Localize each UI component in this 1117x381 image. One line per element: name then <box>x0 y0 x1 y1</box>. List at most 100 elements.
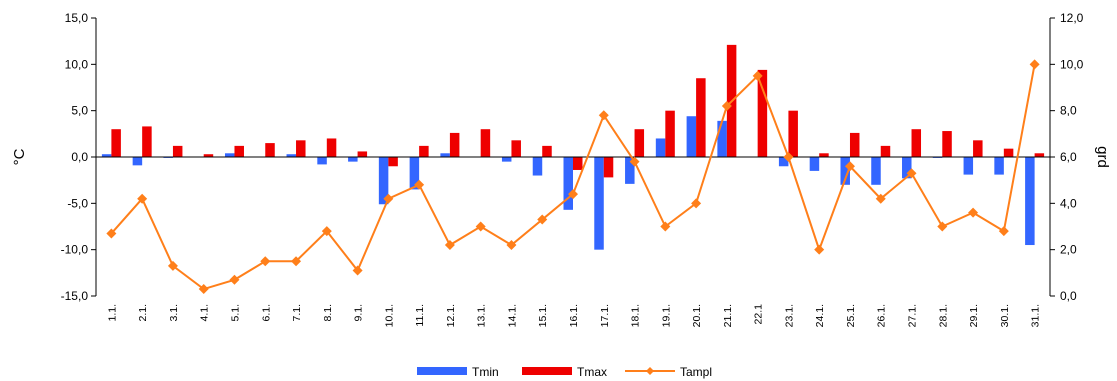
x-tick-label: 13.1. <box>476 304 488 327</box>
bar-tmax <box>172 145 183 157</box>
left-tick-label: -10,0 <box>61 243 89 257</box>
marker-tampl <box>691 198 702 209</box>
bar-tmax <box>542 145 552 157</box>
x-tick-label: 2.1. <box>137 304 149 322</box>
bar-tmin <box>348 157 358 162</box>
x-tick-label: 18.1. <box>630 304 642 327</box>
marker-tampl <box>291 256 302 267</box>
legend-label-tmin: Tmin <box>472 365 499 379</box>
x-tick-label: 29.1. <box>968 304 980 327</box>
marker-tampl <box>998 226 1009 237</box>
bar-tmax <box>603 157 614 178</box>
bar-tmax <box>111 129 121 157</box>
bar-tmin <box>840 157 850 185</box>
bar-tmin <box>224 153 235 157</box>
bar-tmin <box>686 116 697 157</box>
x-tick-label: 9.1. <box>353 304 365 322</box>
bar-tmin <box>409 157 420 190</box>
legend-swatch-tmax <box>522 367 572 375</box>
right-tick-label: 8,0 <box>1060 104 1077 118</box>
bar-tmax <box>1034 153 1045 157</box>
legend-label-tampl: Tampl <box>680 365 712 379</box>
bar-tmin <box>286 154 297 157</box>
right-tick-label: 10,0 <box>1060 57 1084 71</box>
x-tick-label: 22.1 <box>753 304 765 325</box>
x-tick-label: 7.1. <box>291 304 303 322</box>
x-tick-label: 25.1. <box>845 304 857 327</box>
bar-tmin <box>655 138 666 157</box>
left-axis-ticks: 15,0 10,0 5,0 0,0 -5,0 -10,0 -15,0 <box>61 11 96 303</box>
bar-tmax <box>296 140 306 157</box>
bar-tmax <box>480 129 491 157</box>
bar-tmax <box>849 132 860 157</box>
bar-tmax <box>634 129 645 157</box>
marker-tampl <box>537 214 548 225</box>
bar-tmax <box>511 140 521 157</box>
bar-tmin <box>625 157 635 184</box>
left-tick-label: 5,0 <box>71 104 88 118</box>
marker-tampl <box>783 152 794 162</box>
marker-tampl <box>721 101 732 112</box>
bar-tmin <box>994 157 1004 175</box>
marker-tampl <box>937 221 948 232</box>
bar-tmin <box>317 157 327 165</box>
bar-tmin <box>501 157 512 162</box>
left-tick-label: 10,0 <box>65 57 89 71</box>
right-tick-label: 12,0 <box>1060 11 1084 25</box>
marker-tampl <box>875 193 886 204</box>
legend-label-tmax: Tmax <box>577 365 607 379</box>
bar-tmax <box>788 110 798 157</box>
right-axis-title: grd <box>1094 146 1111 168</box>
marker-tampl <box>137 193 148 204</box>
marker-tampl <box>844 161 855 172</box>
legend-marker-tampl <box>646 367 654 375</box>
bar-tmax <box>665 110 675 157</box>
x-tick-label: 12.1. <box>445 304 457 327</box>
bar-tmax <box>757 69 768 157</box>
marker-tampl <box>1029 59 1040 70</box>
left-tick-label: 15,0 <box>65 11 89 25</box>
marker-tampl <box>414 179 425 190</box>
bar-tmax <box>265 143 275 157</box>
bar-tmin <box>440 153 450 157</box>
left-axis-title: °C <box>11 148 28 165</box>
bar-tmax <box>819 153 829 157</box>
marker-tampl <box>752 70 763 81</box>
bar-tmax <box>911 129 922 157</box>
bars-layer <box>101 44 1045 250</box>
legend-swatch-tmin <box>417 367 467 375</box>
left-tick-label: -15,0 <box>61 289 89 303</box>
x-axis-ticks: 1.1. 2.1. 3.1. 4.1. 5.1. 6.1. 7.1. 8.1. 9.1. 10.1… <box>106 304 1041 328</box>
marker-tampl <box>198 284 209 295</box>
bar-tmax <box>142 126 152 157</box>
bar-tmin <box>101 154 112 157</box>
bar-tmin <box>132 157 143 166</box>
bar-tmax <box>419 145 429 157</box>
left-tick-label: -5,0 <box>67 196 88 210</box>
bar-tmax <box>942 131 952 157</box>
bar-tmax <box>326 138 337 157</box>
left-tick-label: 0,0 <box>71 150 88 164</box>
marker-tampl <box>475 221 486 232</box>
marker-tampl <box>352 265 363 276</box>
bar-tmax <box>1003 148 1014 157</box>
right-tick-label: 0,0 <box>1060 289 1077 303</box>
legend: Tmin Tmax Tampl <box>417 365 712 379</box>
line-layer <box>106 59 1040 295</box>
x-tick-label: 24.1. <box>814 304 826 327</box>
marker-tampl <box>106 228 117 239</box>
bar-tmax <box>203 154 214 157</box>
bar-tmin <box>378 157 389 205</box>
right-tick-label: 2,0 <box>1060 243 1077 257</box>
marker-tampl <box>629 156 640 167</box>
bar-tmax <box>449 132 460 157</box>
marker-tampl <box>260 256 271 267</box>
x-tick-label: 30.1. <box>999 304 1011 327</box>
marker-tampl <box>444 240 455 251</box>
x-tick-label: 16.1. <box>568 304 580 327</box>
right-tick-label: 6,0 <box>1060 150 1077 164</box>
marker-tampl <box>660 221 671 232</box>
bar-tmax <box>973 140 983 157</box>
x-tick-label: 6.1. <box>260 304 272 322</box>
x-tick-label: 15.1. <box>537 304 549 327</box>
